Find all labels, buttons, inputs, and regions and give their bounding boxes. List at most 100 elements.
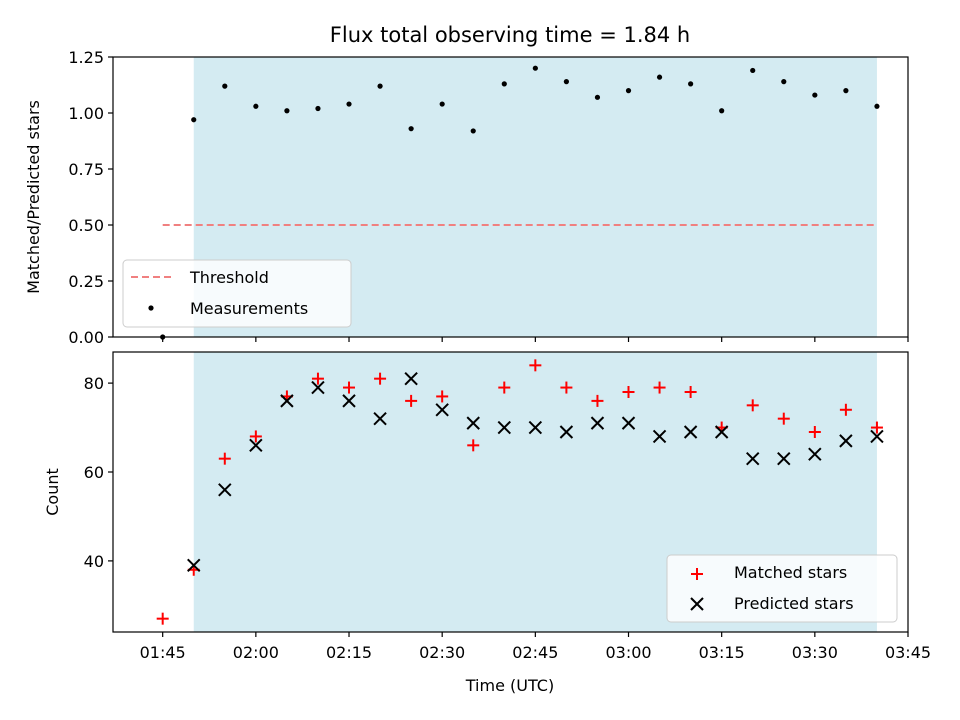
bottom-y-tick-label: 60 [84, 463, 104, 482]
measurement-point [191, 117, 197, 123]
threshold-legend-label: Threshold [189, 268, 269, 287]
x-tick-label: 02:30 [419, 643, 465, 662]
measurement-point [563, 79, 569, 85]
matched-star-marker [156, 612, 169, 625]
matched-star-marker [467, 439, 480, 452]
matched-star-marker [405, 394, 418, 407]
matched-star-marker [374, 372, 387, 385]
bottom-y-axis-label: Count [43, 468, 62, 516]
x-tick-label: 02:15 [326, 643, 372, 662]
measurement-point [656, 74, 663, 80]
measurement-point [843, 88, 849, 94]
predicted-star-marker [373, 411, 387, 426]
predicted-star-marker [839, 434, 853, 448]
measurement-legend-swatch [148, 305, 154, 311]
predicted-star-marker [280, 394, 294, 408]
matched-star-marker [249, 430, 262, 443]
matched-star-marker [808, 426, 821, 438]
matched-star-marker [311, 372, 324, 385]
measurement-point [315, 105, 321, 112]
predicted-star-marker [528, 420, 543, 435]
predicted-star-marker [777, 451, 791, 466]
predicted-star-marker [249, 438, 263, 453]
x-axis-label: Time (UTC) [465, 676, 554, 695]
predicted-star-marker [746, 451, 760, 466]
bottom-y-axis: 40 60 80 [84, 374, 113, 571]
matched-stars-points [156, 359, 883, 625]
x-tick-label: 02:00 [233, 643, 279, 662]
bottom-x-axis: 01:45 02:00 02:15 02:30 02:45 03:00 03:15 03:30… [140, 632, 931, 662]
predicted-star-marker [497, 420, 511, 435]
bottom-legend: Matched stars Predicted stars [666, 554, 898, 623]
predicted-star-marker [621, 416, 636, 430]
top-x-ticks [162, 337, 909, 342]
ratio-panel: 0.00 0.25 0.50 0.75 1.00 1.25 Matched/Predict… [24, 48, 909, 347]
top-y-tick-label: 0.50 [68, 216, 104, 235]
count-panel: 40 60 80 01:45 02:00 02:15 02:30 02:45 03:00 03:… [43, 351, 931, 695]
x-tick-label: 03:15 [699, 643, 745, 662]
measurement-point [284, 108, 290, 114]
predicted-star-marker [218, 483, 232, 497]
top-y-tick-label: 1.25 [68, 48, 104, 67]
predicted-stars-points [187, 371, 884, 573]
bottom-y-tick-label: 80 [84, 374, 104, 393]
measurement-legend-label: Measurements [190, 299, 308, 318]
matched-star-marker [436, 390, 449, 403]
matched-star-marker [622, 386, 635, 398]
x-tick-label: 02:45 [512, 643, 558, 662]
matched-star-marker [560, 381, 573, 394]
x-tick-label: 01:45 [140, 643, 186, 662]
predicted-star-marker [870, 429, 884, 444]
measurement-point [532, 65, 538, 71]
matched-star-marker [684, 386, 697, 398]
predicted-star-marker [466, 416, 480, 430]
predicted-star-marker [311, 380, 325, 395]
top-y-axis: 0.00 0.25 0.50 0.75 1.00 1.25 [68, 48, 113, 347]
measurement-point [501, 81, 507, 87]
measurement-point [253, 103, 259, 109]
measurement-point [346, 101, 352, 107]
measurement-point [377, 83, 383, 89]
top-y-tick-label: 1.00 [68, 104, 104, 123]
predicted-star-marker [714, 425, 729, 439]
matched-star-marker [839, 403, 852, 416]
predicted-star-marker [808, 447, 822, 461]
predicted-star-marker [435, 403, 449, 417]
measurement-point [408, 126, 414, 132]
predicted-legend-swatch [690, 597, 704, 611]
measurement-point [625, 88, 632, 94]
x-tick-label: 03:30 [792, 643, 838, 662]
matched-star-marker [218, 452, 231, 465]
predicted-star-marker [342, 394, 356, 408]
chart-title: Flux total observing time = 1.84 h [330, 23, 690, 47]
matched-star-marker [529, 359, 542, 372]
bottom-axes-frame [112, 351, 909, 633]
measurement-point [719, 108, 725, 114]
measurement-point [874, 103, 880, 109]
matched-star-marker [343, 381, 356, 394]
top-legend: Threshold Measurements [122, 259, 352, 328]
matched-star-marker [777, 412, 790, 425]
measurement-point [439, 101, 445, 107]
top-y-tick-label: 0.00 [68, 328, 104, 347]
top-y-axis-label: Matched/Predicted stars [24, 100, 43, 294]
x-tick-label: 03:00 [605, 643, 651, 662]
matched-star-marker [498, 381, 511, 394]
bottom-y-tick-label: 40 [84, 552, 104, 571]
measurement-point [781, 79, 787, 85]
predicted-star-marker [187, 558, 201, 573]
predicted-star-marker [683, 425, 698, 439]
matched-star-marker [746, 399, 759, 412]
measurement-point [812, 92, 818, 98]
measurement-point [688, 81, 694, 87]
predicted-legend-label: Predicted stars [734, 594, 854, 613]
top-axes-frame [112, 56, 909, 338]
measurement-point [750, 67, 756, 74]
x-tick-label: 03:45 [885, 643, 931, 662]
measurement-point [470, 128, 476, 134]
predicted-star-marker [590, 416, 605, 430]
predicted-star-marker [652, 429, 667, 444]
predicted-star-marker [404, 371, 418, 386]
measurement-points [160, 65, 880, 340]
measurement-point [222, 83, 228, 89]
